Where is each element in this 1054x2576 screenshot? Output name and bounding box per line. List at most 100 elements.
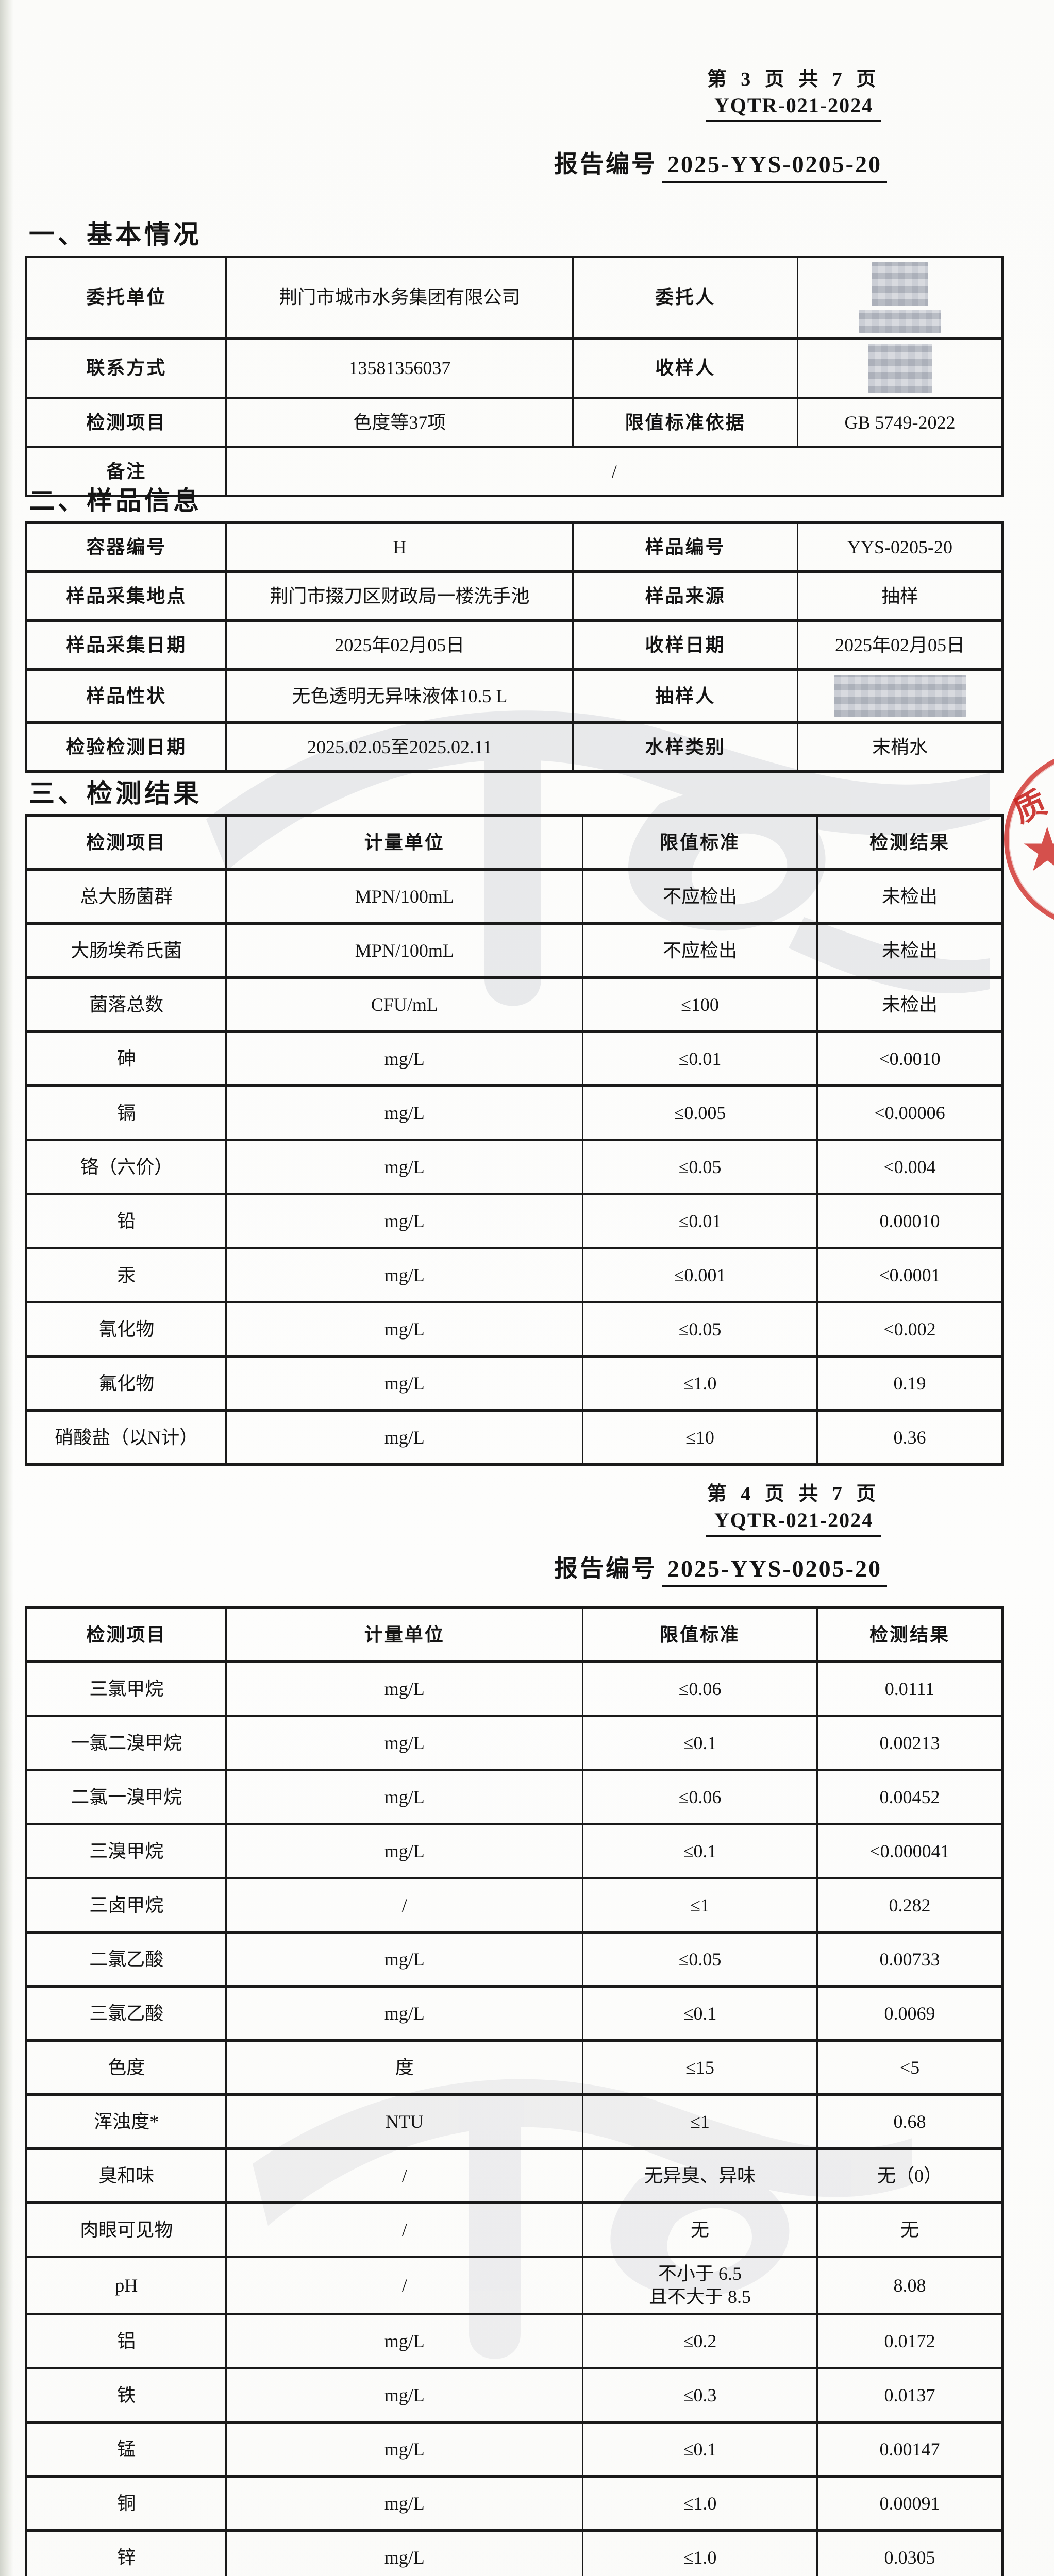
result-cell: 0.68: [816, 2093, 1004, 2150]
item-cell: 色度: [25, 2039, 227, 2096]
result-row: 二氯一溴甲烷 mg/L ≤0.06 0.00452: [25, 1769, 1004, 1825]
result-row: 三氯乙酸 mg/L ≤0.1 0.0069: [25, 1985, 1004, 2042]
info-row: 样品采集日期 2025年02月05日 收样日期 2025年02月05日: [25, 619, 1003, 671]
item-cell: 硝酸盐（以N计）: [25, 1409, 227, 1466]
results-header-row: 检测项目 计量单位 限值标准 检测结果: [25, 1606, 1004, 1663]
label-cell: 委托人: [572, 256, 799, 340]
result-row: 三卤甲烷 / ≤1 0.282: [25, 1877, 1004, 1934]
result-cell: 0.36: [816, 1409, 1004, 1466]
result-cell: <5: [816, 2039, 1004, 2096]
result-cell: 0.0137: [816, 2367, 1004, 2424]
redacted-mosaic: [859, 310, 942, 333]
unit-cell: /: [225, 1877, 584, 1934]
value-cell: [797, 337, 1003, 399]
red-seal-stamp: 质 ★: [1004, 750, 1054, 929]
result-row: 硝酸盐（以N计） mg/L ≤10 0.36: [25, 1409, 1004, 1466]
unit-cell: MPN/100mL: [225, 868, 584, 925]
item-cell: pH: [25, 2256, 227, 2315]
limit-cell: ≤0.01: [582, 1193, 818, 1249]
result-cell: <0.0010: [816, 1030, 1004, 1087]
item-cell: 大肠埃希氏菌: [25, 922, 227, 979]
page4-report-number-line: 报告编号 2025-YYS-0205-20: [554, 1550, 887, 1587]
results-table-page4: 检测项目 计量单位 限值标准 检测结果 三氯甲烷 mg/L ≤0.06 0.0111 一氯二溴甲…: [25, 1606, 1004, 2576]
result-cell: 0.00213: [816, 1715, 1004, 1771]
limit-cell: ≤1: [582, 2093, 818, 2150]
header-unit: 计量单位: [225, 814, 584, 871]
result-cell: 0.00147: [816, 2421, 1004, 2478]
value-cell: YYS-0205-20: [797, 521, 1003, 573]
result-row: 铁 mg/L ≤0.3 0.0137: [25, 2367, 1004, 2424]
result-cell: 0.0172: [816, 2313, 1004, 2369]
unit-cell: 度: [225, 2039, 584, 2096]
result-cell: <0.002: [816, 1301, 1004, 1358]
header-result: 检测结果: [816, 814, 1004, 871]
value-cell: [797, 668, 1003, 724]
item-cell: 菌落总数: [25, 976, 227, 1033]
limit-cell: 无异臭、异味: [582, 2147, 818, 2204]
info-row: 容器编号 H 样品编号 YYS-0205-20: [25, 521, 1003, 573]
info-row: 样品采集地点 荆门市掇刀区财政局一楼洗手池 样品来源 抽样: [25, 570, 1003, 622]
item-cell: 铝: [25, 2313, 227, 2369]
limit-cell: ≤0.1: [582, 1715, 818, 1771]
limit-cell: ≤1.0: [582, 2475, 818, 2532]
label-cell: 样品编号: [572, 521, 799, 573]
limit-cell: ≤0.005: [582, 1084, 818, 1141]
unit-cell: mg/L: [225, 2313, 584, 2369]
item-cell: 铜: [25, 2475, 227, 2532]
header-limit: 限值标准: [582, 814, 818, 871]
unit-cell: mg/L: [225, 2421, 584, 2478]
result-row: 三溴甲烷 mg/L ≤0.1 <0.000041: [25, 1823, 1004, 1879]
item-cell: 砷: [25, 1030, 227, 1087]
item-cell: 氰化物: [25, 1301, 227, 1358]
label-cell: 检验检测日期: [25, 721, 227, 773]
value-cell: 无色透明无异味液体10.5 L: [225, 668, 574, 724]
result-row: 臭和味 / 无异臭、异味 无（0）: [25, 2147, 1004, 2204]
limit-cell: ≤0.001: [582, 1247, 818, 1303]
item-cell: 肉眼可见物: [25, 2201, 227, 2258]
unit-cell: mg/L: [225, 1193, 584, 1249]
unit-cell: MPN/100mL: [225, 922, 584, 979]
result-cell: 8.08: [816, 2256, 1004, 2315]
limit-cell: ≤0.1: [582, 1823, 818, 1879]
value-cell: 荆门市城市水务集团有限公司: [225, 256, 574, 340]
value-cell: /: [225, 446, 1003, 497]
header-item: 检测项目: [25, 1606, 227, 1663]
star-icon: ★: [1020, 817, 1054, 884]
result-row: 铬（六价） mg/L ≤0.05 <0.004: [25, 1139, 1004, 1195]
report-no: 2025-YYS-0205-20: [662, 1555, 887, 1587]
limit-cell: ≤0.05: [582, 1139, 818, 1195]
label-cell: 收样日期: [572, 619, 799, 671]
value-cell: 2025年02月05日: [797, 619, 1003, 671]
info-row: 检验检测日期 2025.02.05至2025.02.11 水样类别 末梢水: [25, 721, 1003, 773]
item-cell: 三溴甲烷: [25, 1823, 227, 1879]
item-cell: 浑浊度*: [25, 2093, 227, 2150]
result-row: 镉 mg/L ≤0.005 <0.00006: [25, 1084, 1004, 1141]
limit-cell: 不小于 6.5 且不大于 8.5: [582, 2256, 818, 2315]
limit-cell: ≤1.0: [582, 1355, 818, 1412]
report-no: 2025-YYS-0205-20: [662, 150, 887, 183]
header-result: 检测结果: [816, 1606, 1004, 1663]
value-cell: 荆门市掇刀区财政局一楼洗手池: [225, 570, 574, 622]
limit-cell: ≤0.05: [582, 1301, 818, 1358]
result-cell: 未检出: [816, 922, 1004, 979]
item-cell: 总大肠菌群: [25, 868, 227, 925]
label-cell: 样品来源: [572, 570, 799, 622]
unit-cell: mg/L: [225, 1247, 584, 1303]
result-cell: 0.0111: [816, 1660, 1004, 1717]
report-no-label: 报告编号: [554, 1555, 657, 1582]
info-row: 联系方式 13581356037 收样人: [25, 337, 1003, 399]
item-cell: 二氯乙酸: [25, 1931, 227, 1988]
sample-info-table: 容器编号 H 样品编号 YYS-0205-20 样品采集地点 荆门市掇刀区财政局一楼洗手池…: [25, 521, 1004, 773]
result-row: 三氯甲烷 mg/L ≤0.06 0.0111: [25, 1660, 1004, 1717]
limit-cell: ≤0.05: [582, 1931, 818, 1988]
redacted-mosaic: [867, 344, 932, 393]
result-cell: 未检出: [816, 868, 1004, 925]
label-cell: 限值标准依据: [572, 397, 799, 448]
unit-cell: mg/L: [225, 1409, 584, 1466]
limit-cell: ≤1.0: [582, 2529, 818, 2576]
result-cell: 0.00452: [816, 1769, 1004, 1825]
info-row: 样品性状 无色透明无异味液体10.5 L 抽样人: [25, 668, 1003, 724]
result-row: pH / 不小于 6.5 且不大于 8.5 8.08: [25, 2256, 1004, 2315]
item-cell: 汞: [25, 1247, 227, 1303]
limit-cell: ≤0.06: [582, 1660, 818, 1717]
